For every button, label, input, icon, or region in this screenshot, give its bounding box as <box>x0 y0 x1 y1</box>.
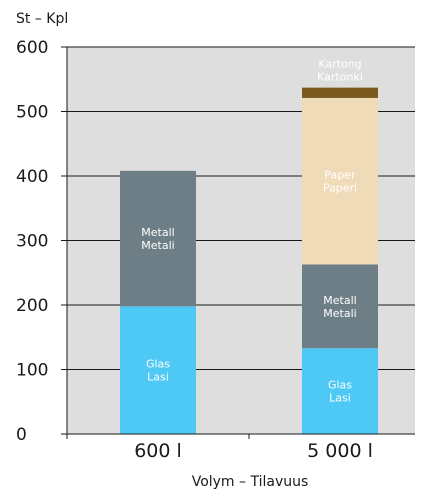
x-category-label: 600 l <box>134 440 182 462</box>
segment-label: Metall <box>323 294 356 307</box>
bar-segment <box>302 87 378 98</box>
segment-label: Kartong <box>318 58 361 71</box>
y-tick-label: 0 <box>16 425 27 445</box>
axes: 0 100 200 300 400 500 600 600 l 5 000 l <box>16 38 415 462</box>
segment-label: Kartonki <box>317 71 363 84</box>
y-tick-label: 600 <box>16 38 48 58</box>
segment-label: Metali <box>323 307 356 320</box>
y-tick-label: 100 <box>16 361 48 381</box>
segment-label: Glas <box>146 358 170 371</box>
bar-segment <box>120 306 196 434</box>
y-axis-title: St – Kpl <box>16 11 68 27</box>
segment-label: Lasi <box>147 371 169 384</box>
segment-label: Paper <box>324 169 356 182</box>
x-category-label: 5 000 l <box>307 440 373 462</box>
y-tick-label: 500 <box>16 103 48 123</box>
bar-segment <box>302 348 378 434</box>
bar-segment <box>302 97 378 265</box>
segment-label: Glas <box>328 379 352 392</box>
x-axis-title: Volym – Tilavuus <box>192 474 309 490</box>
segment-label: Metali <box>141 239 174 252</box>
segment-label: Lasi <box>329 392 351 405</box>
bars: GlasLasiMetallMetaliGlasLasiMetallMetali… <box>120 58 378 434</box>
y-tick-label: 400 <box>16 167 48 187</box>
bar-segment <box>120 170 196 307</box>
y-tick-label: 200 <box>16 296 48 316</box>
y-tick-label: 300 <box>16 232 48 252</box>
bar-segment <box>302 264 378 349</box>
segment-label: Paperi <box>323 182 357 195</box>
segment-label: Metall <box>141 226 174 239</box>
